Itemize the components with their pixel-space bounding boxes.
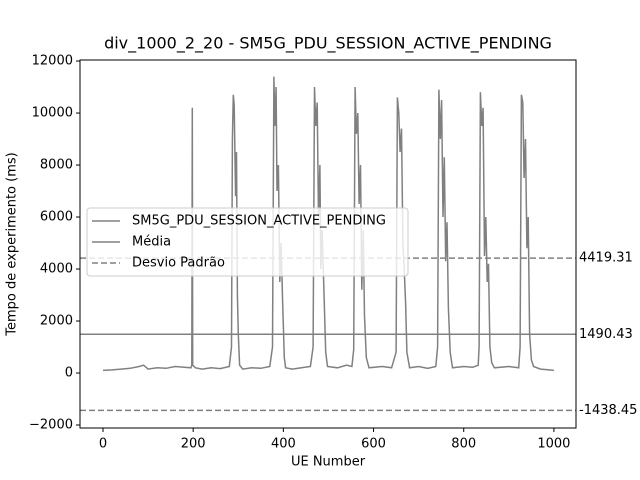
mean-label: 1490.43 <box>579 327 633 342</box>
std-label: -1438.45 <box>579 403 637 418</box>
chart-title: div_1000_2_20 - SM5G_PDU_SESSION_ACTIVE_… <box>104 34 552 54</box>
x-tick-label: 0 <box>99 437 107 452</box>
y-tick-label: 0 <box>65 366 73 381</box>
x-axis-label: UE Number <box>291 455 366 470</box>
y-tick-label: 6000 <box>40 210 73 225</box>
y-tick-label: 4000 <box>40 262 73 277</box>
y-tick-label: 2000 <box>40 314 73 329</box>
x-tick-label: 600 <box>361 437 386 452</box>
y-tick-label: 12000 <box>32 54 73 69</box>
x-tick-label: 1000 <box>537 437 570 452</box>
legend-label: SM5G_PDU_SESSION_ACTIVE_PENDING <box>132 214 386 229</box>
x-tick-label: 800 <box>451 437 476 452</box>
legend-label: Desvio Padrão <box>132 256 225 271</box>
y-axis-label: Tempo de experimento (ms) <box>5 152 20 336</box>
legend-label: Média <box>132 235 171 250</box>
std-label: 4419.31 <box>579 251 633 266</box>
x-tick-label: 400 <box>271 437 296 452</box>
y-tick-label: 8000 <box>40 158 73 173</box>
x-tick-label: 200 <box>181 437 206 452</box>
legend-box <box>86 207 409 277</box>
data-line <box>102 76 554 372</box>
y-tick-label: 10000 <box>32 106 73 121</box>
plot-frame <box>79 59 577 429</box>
y-tick-label: −2000 <box>29 418 73 433</box>
